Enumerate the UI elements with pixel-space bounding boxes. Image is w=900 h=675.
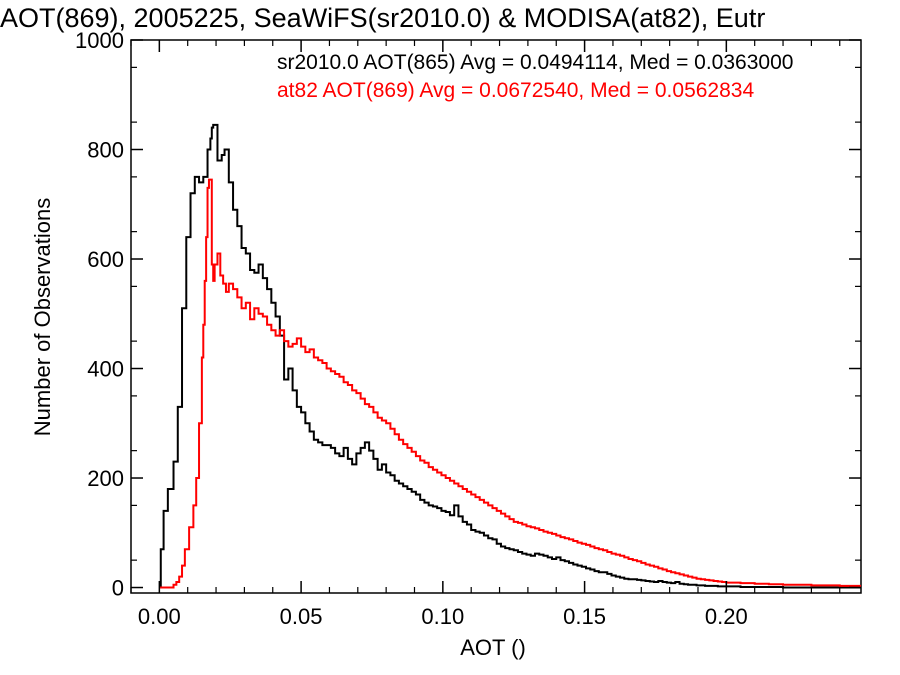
series-line-2 (159, 178, 861, 589)
y-tick-label: 0 (112, 576, 124, 601)
y-axis-label: Number of Observations (30, 198, 55, 436)
x-tick-label: 0.05 (280, 604, 323, 629)
x-axis-ticks: 0.00 0.05 0.10 0.15 0.20 (130, 40, 841, 629)
y-tick-label: 200 (87, 466, 124, 491)
plot-border (130, 39, 862, 594)
x-tick-label: 0.10 (421, 604, 464, 629)
y-tick-label: 400 (87, 357, 124, 382)
x-tick-label: 0.20 (705, 604, 748, 629)
y-tick-label: 1000 (75, 28, 124, 53)
chart-title: AOT(869), 2005225, SeaWiFS(sr2010.0) & M… (0, 3, 765, 33)
y-tick-label: 600 (87, 247, 124, 272)
x-tick-label: 0.00 (138, 604, 181, 629)
y-axis-ticks: 0 200 400 600 800 1000 (75, 28, 861, 601)
series-layer (159, 123, 861, 589)
legend-entry-series-2: at82 AOT(869) Avg = 0.0672540, Med = 0.0… (277, 79, 754, 102)
x-tick-label: 0.15 (563, 604, 606, 629)
series-line-1 (159, 123, 861, 589)
plot-frame (130, 39, 862, 594)
legend-entry-series-1: sr2010.0 AOT(865) Avg = 0.0494114, Med =… (277, 51, 793, 74)
x-axis-label: AOT () (460, 635, 526, 660)
y-tick-label: 800 (87, 138, 124, 163)
